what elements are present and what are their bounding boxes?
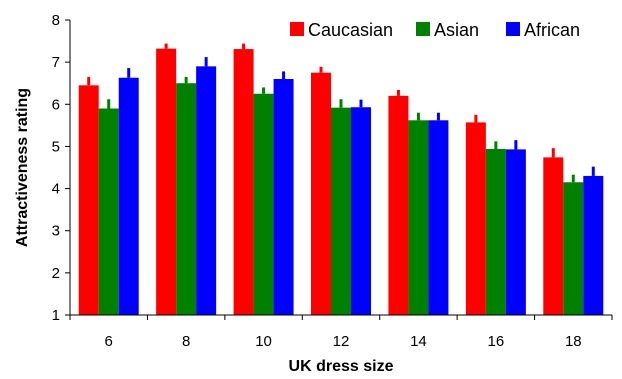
bar-african-6 <box>118 77 139 315</box>
bar-caucasian-14 <box>388 95 409 315</box>
legend: Caucasian Asian African <box>290 20 580 40</box>
bar-asian-12 <box>331 107 351 316</box>
y-tick-label-2: 2 <box>52 265 60 282</box>
legend-label-caucasian: Caucasian <box>308 20 393 40</box>
x-tick-label-18: 18 <box>565 333 582 350</box>
y-tick-label-4: 4 <box>52 181 60 198</box>
bar-caucasian-10 <box>233 49 254 315</box>
bar-caucasian-18 <box>543 157 564 315</box>
x-tick-label-12: 12 <box>333 333 350 350</box>
legend-swatch-caucasian <box>290 22 304 36</box>
bar-african-16 <box>505 149 526 315</box>
legend-label-asian: Asian <box>434 20 479 40</box>
legend-swatch-asian <box>416 22 430 36</box>
x-tick-label-6: 6 <box>105 333 113 350</box>
y-tick-label-7: 7 <box>52 54 60 71</box>
bar-asian-6 <box>98 108 119 315</box>
x-tick-label-10: 10 <box>255 333 272 350</box>
x-axis-title: UK dress size <box>289 358 394 375</box>
legend-swatch-african <box>506 22 520 36</box>
y-tick-label-1: 1 <box>52 307 60 324</box>
y-tick-label-8: 8 <box>52 12 60 29</box>
y-tick-label-5: 5 <box>52 138 60 155</box>
bar-african-12 <box>351 107 371 315</box>
x-tick-label-8: 8 <box>182 333 190 350</box>
bar-asian-18 <box>563 182 584 315</box>
y-tick-label-6: 6 <box>52 96 60 113</box>
bar-caucasian-12 <box>311 72 331 315</box>
bar-african-14 <box>428 120 449 315</box>
bar-asian-14 <box>408 120 429 315</box>
y-axis-title: Attractiveness rating <box>14 88 31 247</box>
bar-african-10 <box>273 79 294 315</box>
bar-african-18 <box>583 175 604 315</box>
x-tick-label-14: 14 <box>410 333 427 350</box>
bar-asian-10 <box>253 93 274 315</box>
error-bars-group <box>87 43 595 183</box>
bar-caucasian-16 <box>465 122 486 316</box>
legend-label-african: African <box>524 20 580 40</box>
bar-asian-8 <box>176 83 197 315</box>
x-tick-label-16: 16 <box>488 333 505 350</box>
bar-african-8 <box>196 66 217 315</box>
bar-caucasian-8 <box>156 48 177 316</box>
bar-series-group <box>78 48 604 316</box>
y-tick-label-3: 3 <box>52 223 60 240</box>
bar-caucasian-6 <box>78 85 99 315</box>
bar-asian-16 <box>485 148 506 315</box>
